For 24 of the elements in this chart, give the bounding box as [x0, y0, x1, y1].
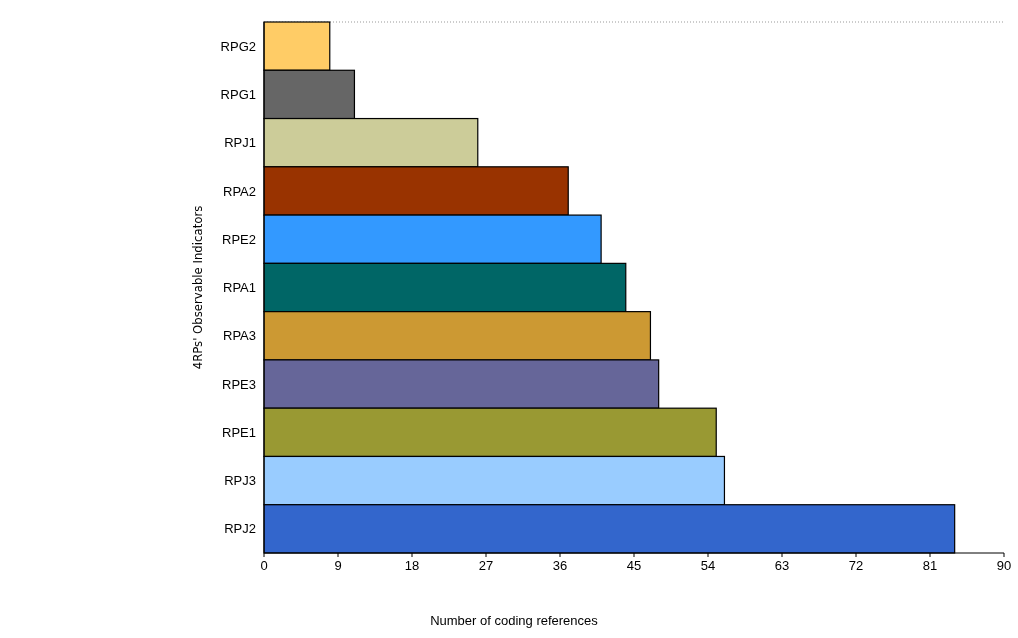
- y-tick-label: RPA1: [223, 280, 256, 296]
- y-tick-label: RPE1: [222, 424, 256, 440]
- y-tick-label: RPE2: [222, 231, 256, 247]
- x-tick-label: 9: [334, 558, 342, 573]
- x-tick-label: 36: [552, 558, 568, 573]
- x-tick-label: 54: [700, 558, 716, 573]
- x-tick-label: 72: [848, 558, 864, 573]
- y-tick-label: RPJ1: [224, 135, 256, 151]
- x-axis-title: Number of coding references: [430, 613, 599, 628]
- x-tick-label: 63: [774, 558, 790, 573]
- y-tick-label: RPG1: [220, 86, 256, 102]
- x-tick-label: 0: [260, 558, 268, 573]
- y-tick-label: RPA2: [223, 183, 256, 199]
- y-tick-label: RPJ3: [224, 473, 256, 489]
- y-axis-title: 4RPs' Observable Indicators: [190, 205, 205, 370]
- x-tick-label: 18: [404, 558, 420, 573]
- y-tick-label: RPE3: [222, 376, 256, 392]
- y-tick-label: RPJ2: [224, 521, 256, 537]
- x-tick-label: 81: [922, 558, 938, 573]
- x-tick-label: 45: [626, 558, 642, 573]
- y-tick-label: RPG2: [220, 38, 256, 54]
- x-tick-label: 90: [996, 558, 1012, 573]
- x-tick-label: 27: [478, 558, 494, 573]
- y-tick-label: RPA3: [223, 328, 256, 344]
